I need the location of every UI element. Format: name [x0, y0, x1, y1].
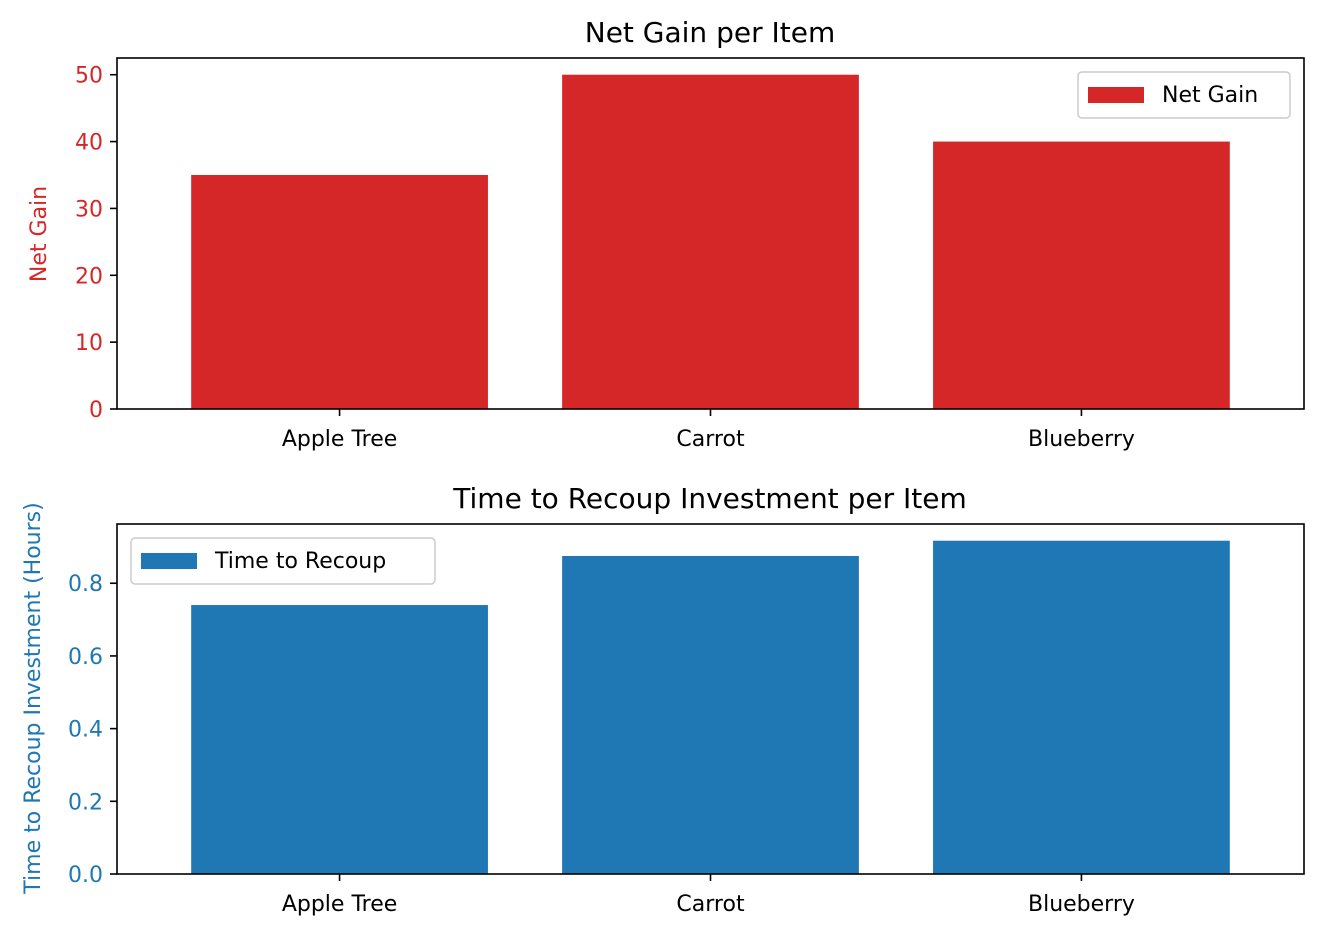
y-tick-label: 0.8	[68, 572, 103, 597]
bar-carrot	[562, 555, 859, 874]
y-tick-label: 10	[75, 331, 103, 356]
legend: Net Gain	[1077, 71, 1291, 119]
bar-apple-tree	[191, 605, 488, 874]
y-axis-label: Net Gain	[27, 186, 52, 282]
legend-box	[1077, 71, 1291, 119]
time-to-recoup-chart: Time to Recoup Investment per Item Apple…	[21, 482, 1305, 917]
bar-carrot	[562, 74, 859, 409]
y-tick-label: 0	[89, 398, 103, 423]
y-tick-label: 40	[75, 131, 103, 156]
y-tick-label: 20	[75, 264, 103, 289]
bar-blueberry	[933, 540, 1230, 874]
x-tick-label: Carrot	[676, 892, 745, 917]
chart-marks: Apple Tree Carrot Blueberry 0.0 0.2 0.4 0.6 0.8…	[68, 523, 1305, 917]
y-tick-label: 50	[75, 64, 103, 89]
legend-label: Time to Recoup	[214, 549, 386, 574]
x-tick-label: Apple Tree	[282, 427, 397, 452]
x-tick-label: Carrot	[676, 427, 745, 452]
legend: Time to Recoup	[130, 537, 436, 585]
y-tick-label: 0.0	[68, 863, 103, 888]
legend-swatch	[1088, 87, 1144, 103]
y-tick-label: 0.4	[68, 718, 103, 743]
y-axis-label: Time to Recoup Investment (Hours)	[21, 502, 46, 894]
bar-apple-tree	[191, 175, 488, 409]
y-tick-label: 0.6	[68, 645, 103, 670]
legend-label: Net Gain	[1162, 83, 1258, 108]
legend-swatch	[141, 553, 197, 569]
x-tick-label: Blueberry	[1028, 892, 1135, 917]
x-tick-label: Blueberry	[1028, 427, 1135, 452]
chart-title: Net Gain per Item	[585, 16, 835, 49]
y-tick-label: 30	[75, 197, 103, 222]
chart-title: Time to Recoup Investment per Item	[452, 482, 966, 515]
chart-marks: Apple Tree Carrot Blueberry 0 10 20 30 40 50 Net …	[75, 57, 1305, 452]
bar-blueberry	[933, 141, 1230, 410]
x-tick-label: Apple Tree	[282, 892, 397, 917]
net-gain-chart: Net Gain per Item Apple Tree Carrot Bluebe…	[27, 16, 1305, 452]
legend-box	[130, 537, 436, 585]
y-tick-label: 0.2	[68, 790, 103, 815]
